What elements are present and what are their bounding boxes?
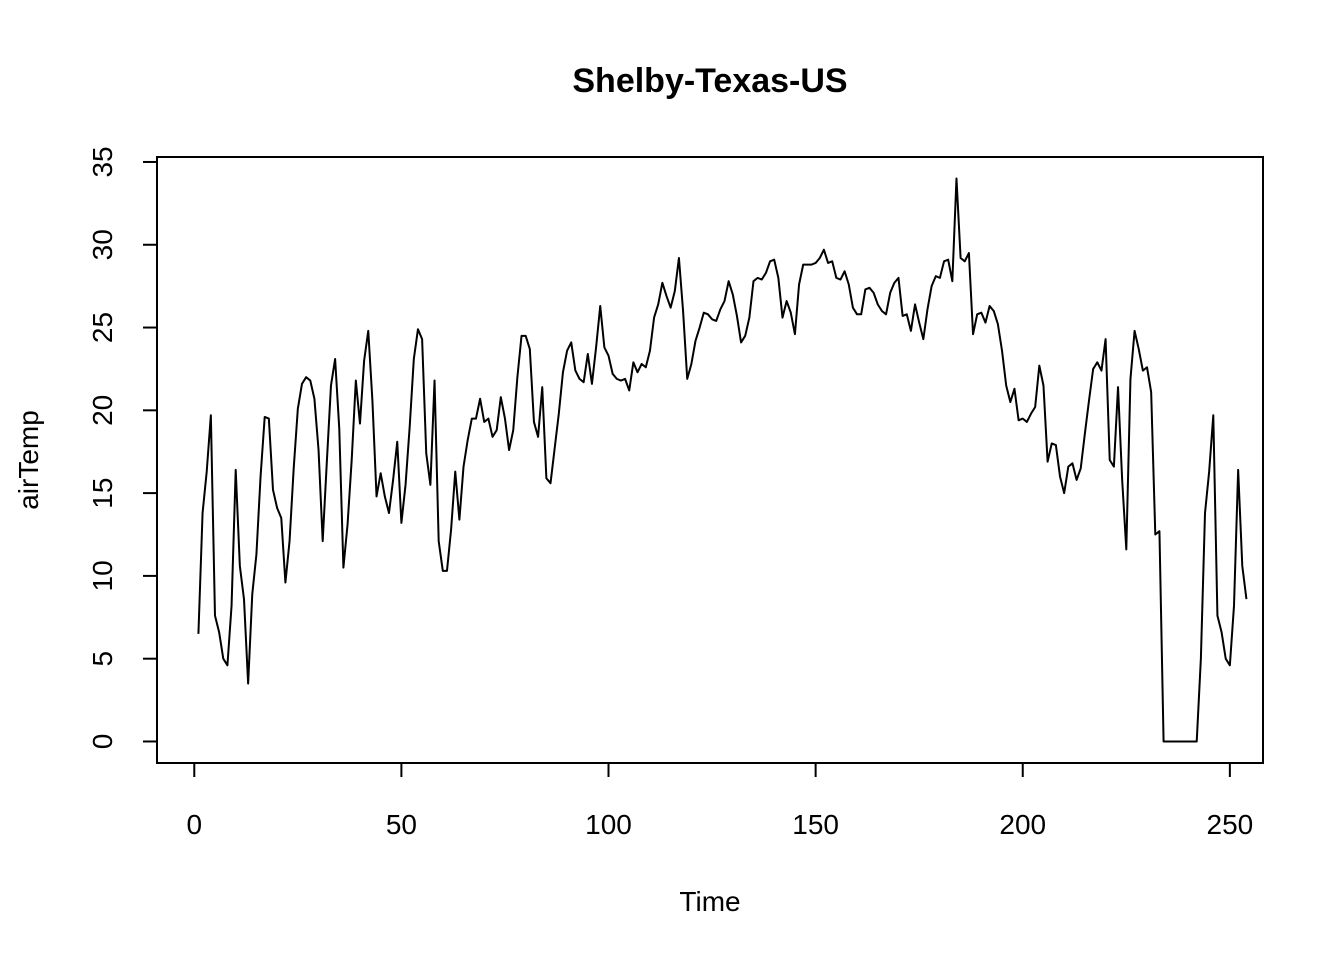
y-tick-label: 20 [87,395,118,426]
x-tick-label: 50 [386,809,417,840]
x-axis: 0 50 100 150 200 250 [186,762,1254,840]
y-tick-label: 25 [87,312,118,343]
y-axis-label: airTemp [13,410,44,510]
y-tick-label: 10 [87,560,118,591]
plot-frame [156,156,1264,764]
airtemp-series-line [197,177,1248,743]
x-tick-label: 150 [792,809,839,840]
x-axis-label: Time [679,886,740,917]
x-tick-label: 250 [1207,809,1254,840]
chart-title: Shelby-Texas-US [572,62,847,100]
y-axis: 0 5 10 15 20 25 30 35 [87,146,158,750]
y-tick-label: 15 [87,478,118,509]
y-tick-label: 35 [87,146,118,177]
y-tick-label: 5 [87,651,118,667]
x-tick-label: 100 [585,809,632,840]
y-tick-label: 0 [87,734,118,750]
y-tick-label: 30 [87,229,118,260]
x-tick-label: 0 [186,809,202,840]
x-tick-label: 200 [999,809,1046,840]
